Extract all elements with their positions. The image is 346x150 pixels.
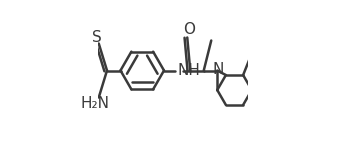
Text: O: O (183, 22, 195, 38)
Text: H₂N: H₂N (81, 96, 109, 111)
Text: N: N (213, 61, 224, 76)
Text: NH: NH (178, 63, 201, 78)
Text: S: S (92, 30, 102, 45)
